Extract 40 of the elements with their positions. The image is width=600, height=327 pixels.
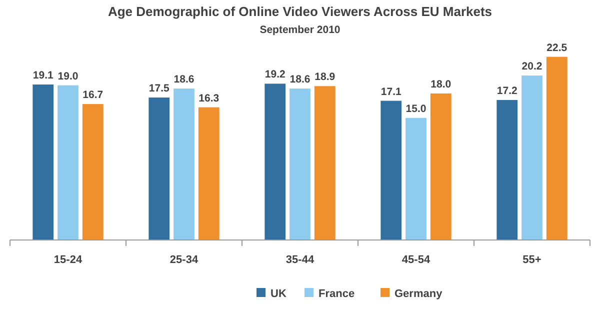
bar [496, 100, 518, 240]
legend-label: France [318, 288, 355, 300]
data-label: 17.2 [496, 84, 518, 97]
data-label: 17.1 [380, 86, 402, 98]
data-label: 22.5 [546, 42, 568, 54]
data-label: 18.6 [174, 74, 194, 86]
bar [430, 93, 452, 240]
data-label: 18.0 [430, 78, 452, 90]
bar [406, 118, 426, 240]
data-label: 20.2 [522, 60, 542, 73]
data-label: 19.2 [264, 68, 286, 81]
data-label: 19.1 [32, 70, 54, 82]
data-label: 16.7 [82, 89, 104, 102]
bar [522, 76, 542, 240]
data-label: 18.9 [314, 71, 336, 84]
bar [174, 88, 194, 240]
legend-label: Germany [394, 288, 444, 300]
data-label: 17.5 [148, 82, 170, 95]
data-label: 18.6 [290, 74, 310, 86]
x-tick-label: 15-24 [54, 254, 83, 266]
chart-title: Age Demographic of Online Video Viewers Across EU Markets [108, 4, 492, 19]
data-label: 19.0 [58, 70, 78, 82]
bar [546, 56, 568, 240]
legend-label: UK [270, 288, 286, 300]
data-label: 16.3 [198, 92, 220, 104]
x-tick-label: 25-34 [170, 254, 199, 266]
bar [32, 84, 54, 240]
bar [198, 107, 220, 240]
x-tick-label: 35-44 [286, 254, 315, 266]
bar [264, 84, 286, 240]
bar [380, 100, 402, 240]
bar [82, 104, 104, 240]
bar [314, 86, 336, 240]
chart-subtitle: September 2010 [260, 24, 340, 36]
bar [148, 98, 170, 240]
data-label: 15.0 [406, 102, 426, 115]
x-tick-label: 55+ [522, 254, 542, 266]
bar [58, 85, 78, 240]
x-tick-label: 45-54 [402, 254, 431, 266]
bar [290, 88, 310, 240]
